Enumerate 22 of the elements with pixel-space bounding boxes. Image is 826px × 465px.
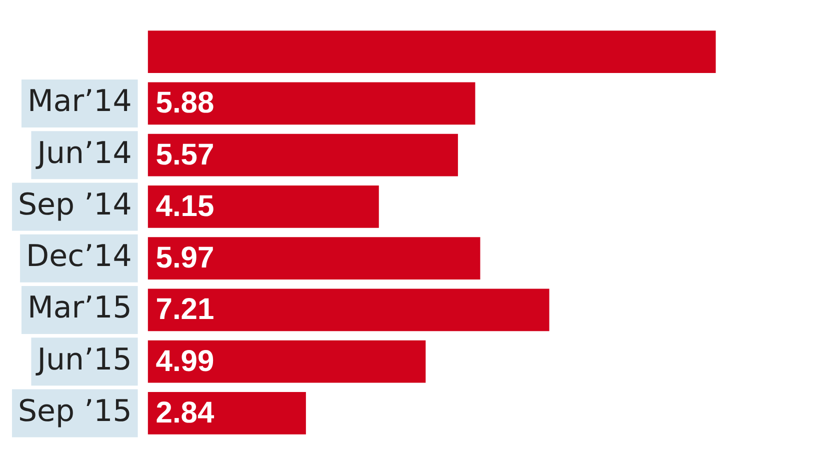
bar xyxy=(148,30,716,73)
data-label: 2.84 xyxy=(156,396,214,430)
bar xyxy=(148,186,379,228)
bar xyxy=(148,392,306,434)
y-tick-label: Mar’15 xyxy=(27,290,132,326)
y-tick-label: Jun’15 xyxy=(35,342,132,378)
data-label: 5.57 xyxy=(156,138,214,172)
y-tick-label: Mar’14 xyxy=(27,84,132,120)
bar xyxy=(148,82,476,125)
bar xyxy=(148,134,458,176)
data-label: 5.97 xyxy=(156,242,214,275)
y-tick-label: Sep ’15 xyxy=(18,394,132,429)
data-label: 7.21 xyxy=(156,293,214,326)
data-label: 4.15 xyxy=(156,190,214,223)
data-label: 5.88 xyxy=(156,86,214,120)
y-tick-label: Jun’14 xyxy=(35,136,132,171)
data-label: 4.99 xyxy=(156,344,214,378)
y-tick-label: Dec’14 xyxy=(26,239,132,274)
y-tick-label: Sep ’14 xyxy=(18,187,132,222)
bar xyxy=(148,237,480,280)
bar xyxy=(148,340,426,383)
bar xyxy=(148,288,550,332)
